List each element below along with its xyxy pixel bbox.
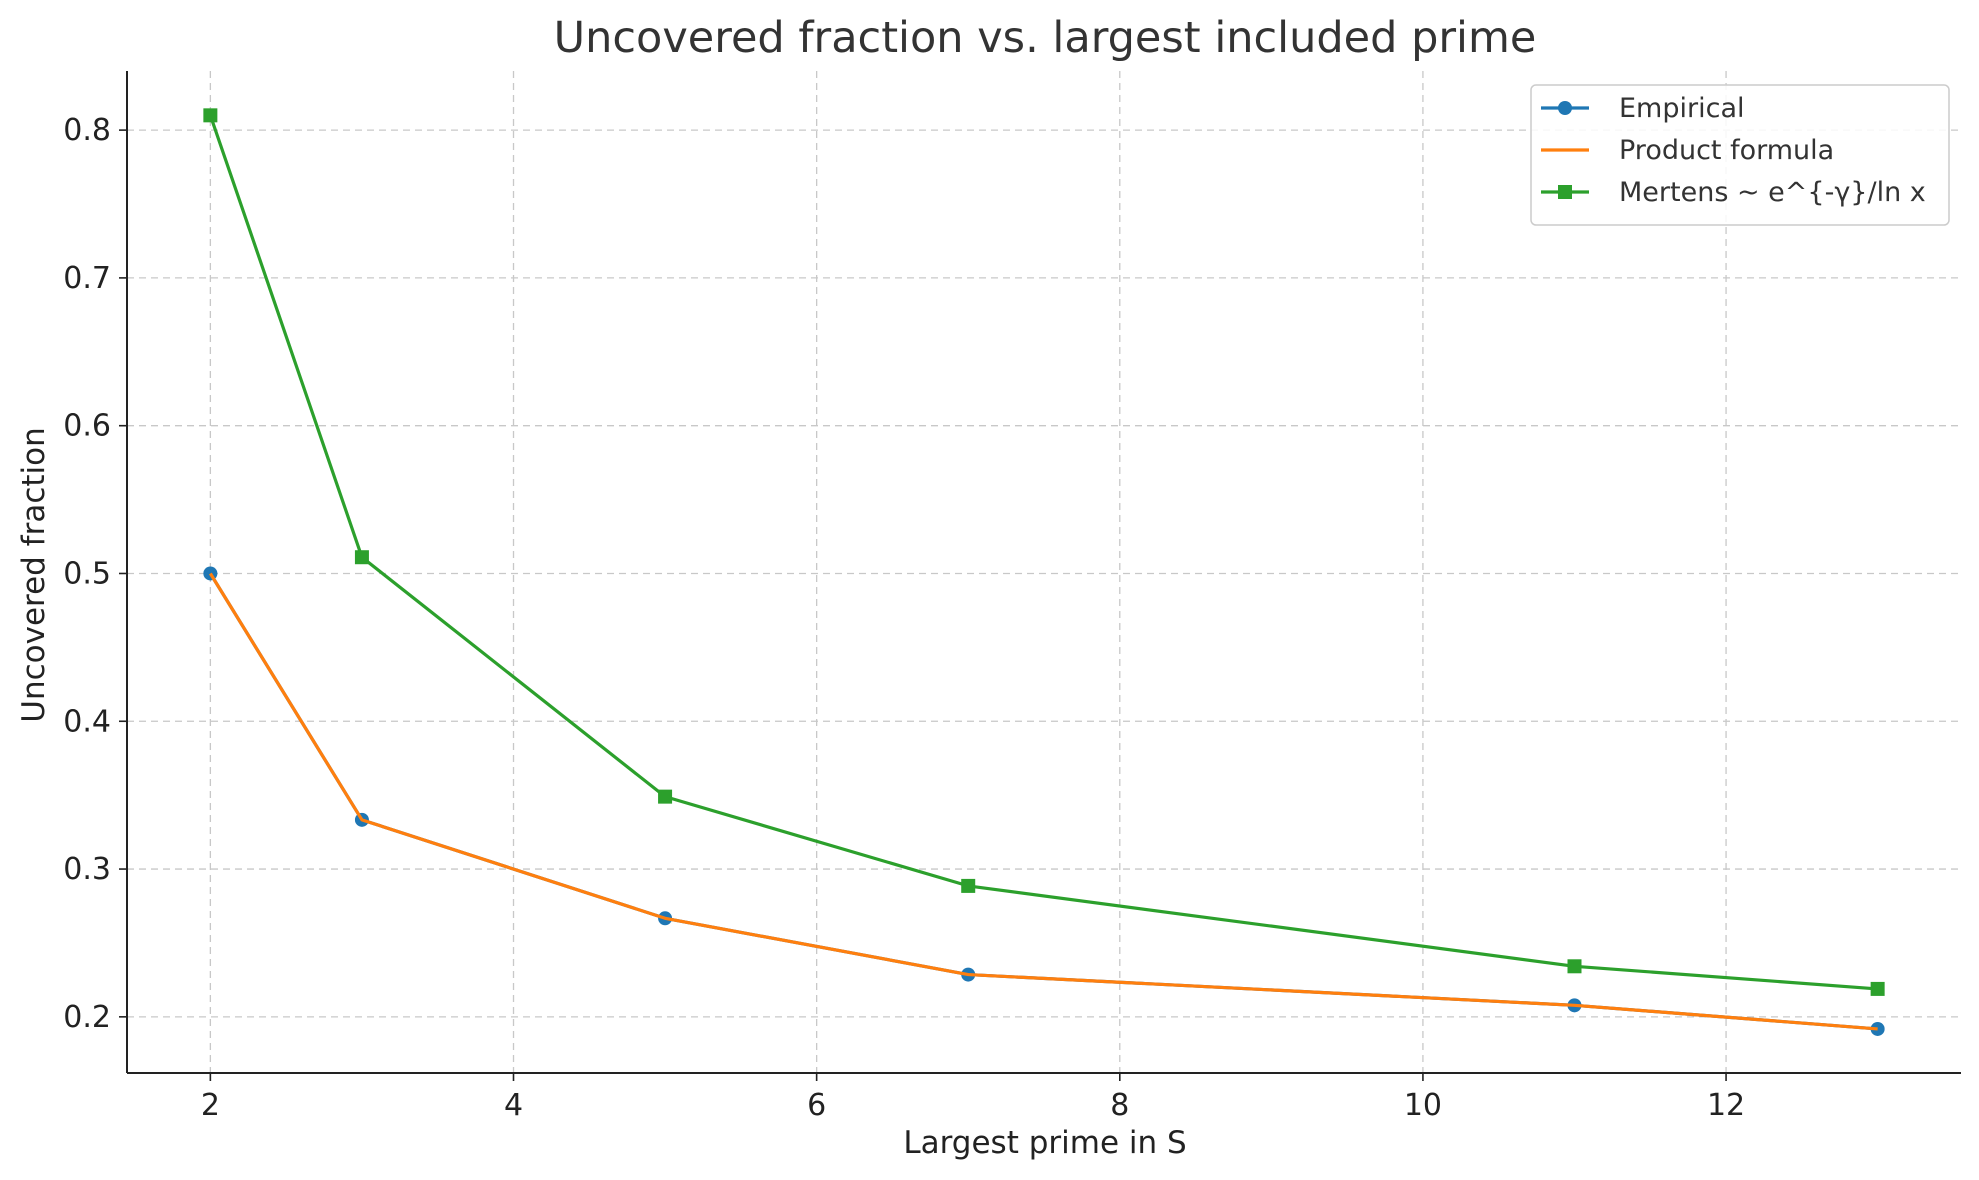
data-point [1567,959,1582,974]
x-tick-label: 8 [1110,1088,1129,1123]
legend-label: Product formula [1619,135,1834,166]
x-tick-label: 12 [1707,1088,1745,1123]
ticks: 2 4 6 8 10 12 0.2 0.3 0.4 0.5 0.6 0.7 0.8 [63,113,1745,1123]
data-point [658,789,673,804]
y-tick-label: 0.2 [63,1000,111,1035]
x-tick-label: 4 [504,1088,523,1123]
legend-entry: Empirical [1541,93,1745,124]
legend-entry: Product formula [1541,135,1834,166]
legend-entry: Mertens ~ e^{-γ}/ln x [1541,177,1926,208]
legend-label: Mertens ~ e^{-γ}/ln x [1619,177,1926,208]
data-point [961,878,976,893]
legend-marker [1558,185,1572,199]
axes [126,71,1961,1074]
x-tick-label: 6 [807,1088,826,1123]
data-point [1870,981,1885,996]
legend-label: Empirical [1619,93,1745,124]
series [203,108,1885,1036]
series-0 [203,566,1885,1036]
y-axis-label: Uncovered fraction [16,427,52,723]
y-tick-label: 0.3 [63,852,111,887]
series-2 [203,108,1885,996]
legend-marker [1558,101,1572,115]
legend-box [1530,84,1950,226]
y-tick-label: 0.8 [63,113,111,148]
chart-title: Uncovered fraction vs. largest included … [554,13,1537,63]
series-line [209,572,1878,1031]
data-point [203,108,218,123]
x-axis-label: Largest prime in S [903,1125,1186,1161]
series-line [208,114,1878,991]
y-tick-label: 0.5 [63,556,111,591]
x-tick-label: 10 [1404,1088,1442,1123]
series-line [209,572,1878,1031]
legend: Empirical Product formula Mertens ~ e^{-γ}… [1530,84,1950,226]
y-tick-label: 0.7 [63,261,111,296]
data-point [354,550,369,565]
x-tick-label: 2 [201,1088,220,1123]
y-tick-label: 0.4 [63,704,111,739]
series-1 [209,572,1878,1031]
y-tick-label: 0.6 [63,409,111,444]
